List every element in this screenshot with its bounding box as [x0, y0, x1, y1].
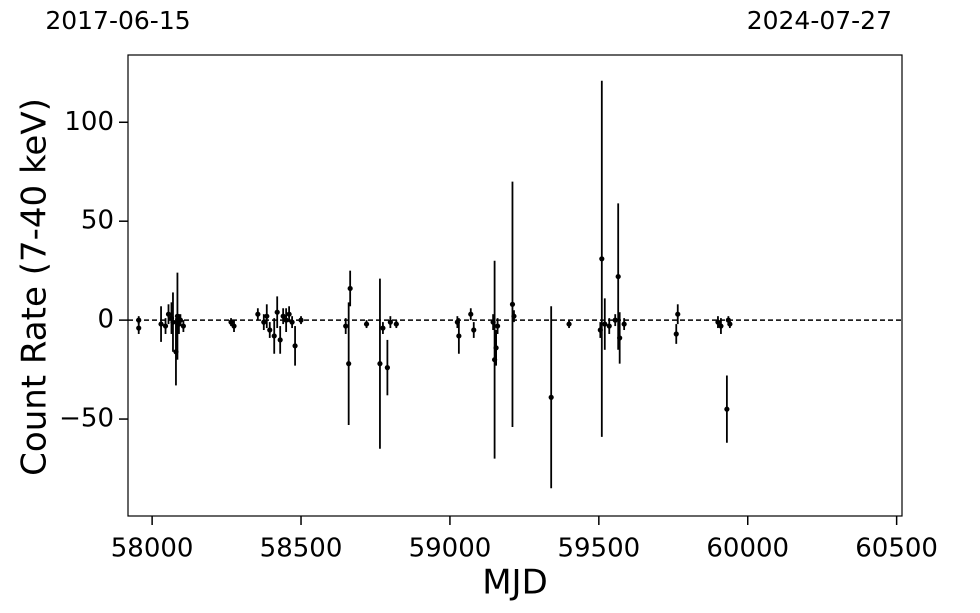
data-point: [271, 333, 277, 339]
data-point: [493, 345, 499, 351]
data-point: [274, 309, 280, 315]
x-tick-label: 60000: [706, 534, 789, 564]
data-point: [158, 321, 164, 327]
data-point: [165, 311, 172, 317]
data-point: [261, 319, 267, 325]
data-point: [228, 319, 234, 325]
data-point: [363, 321, 370, 327]
data-point: [286, 311, 292, 317]
data-point: [289, 319, 295, 325]
x-tick-label: 60500: [855, 534, 938, 564]
data-point: [727, 321, 733, 327]
data-point: [393, 321, 399, 327]
plot-frame: [127, 54, 903, 517]
data-point: [170, 319, 176, 325]
data-point: [280, 313, 286, 319]
data-point: [468, 311, 474, 317]
data-point: [387, 319, 393, 325]
data-point: [347, 285, 353, 292]
data-point: [673, 331, 679, 337]
data-point: [162, 323, 169, 329]
data-point: [471, 327, 477, 333]
data-point: [715, 319, 721, 325]
data-point: [617, 335, 623, 341]
y-tick-label: −50: [59, 404, 114, 434]
x-axis-label: MJD: [482, 563, 548, 603]
data-point: [255, 311, 261, 317]
x-tick-label: 59000: [409, 534, 492, 564]
data-point: [511, 313, 517, 319]
data-point: [298, 317, 304, 323]
data-point: [380, 325, 386, 331]
y-tick-label: 0: [97, 305, 114, 335]
data-point: [718, 323, 724, 329]
data-point: [343, 323, 349, 329]
data-point: [566, 321, 572, 327]
data-point: [277, 337, 283, 343]
data-point: [724, 406, 730, 412]
data-point: [384, 365, 390, 371]
data-point: [509, 301, 516, 307]
data-point: [283, 317, 289, 323]
data-point: [675, 311, 681, 317]
data-point: [136, 325, 142, 331]
data-point: [377, 361, 383, 367]
x-tick-label: 58000: [111, 534, 194, 564]
data-point: [267, 327, 273, 333]
data-point: [346, 361, 352, 367]
data-point: [136, 317, 142, 323]
y-tick-label: 100: [64, 107, 114, 137]
data-point: [548, 394, 554, 400]
data-point: [612, 317, 618, 323]
data-point: [456, 333, 462, 339]
y-tick-label: 50: [81, 206, 114, 236]
data-point: [599, 256, 605, 262]
data-point: [177, 317, 184, 323]
data-point: [264, 313, 270, 319]
x-tick-label: 59500: [557, 534, 640, 564]
data-point: [292, 343, 298, 349]
x-tick-label: 58500: [260, 534, 343, 564]
data-point: [606, 323, 612, 329]
data-point: [231, 323, 237, 329]
top-date-label: 2017-06-15: [45, 6, 190, 35]
data-point: [621, 321, 627, 327]
data-point: [180, 323, 186, 329]
top-date-label: 2024-07-27: [747, 6, 892, 35]
y-axis-label: Count Rate (7-40 keV): [15, 98, 55, 476]
data-point: [602, 321, 608, 327]
data-point: [494, 323, 501, 329]
data-point: [615, 273, 621, 280]
